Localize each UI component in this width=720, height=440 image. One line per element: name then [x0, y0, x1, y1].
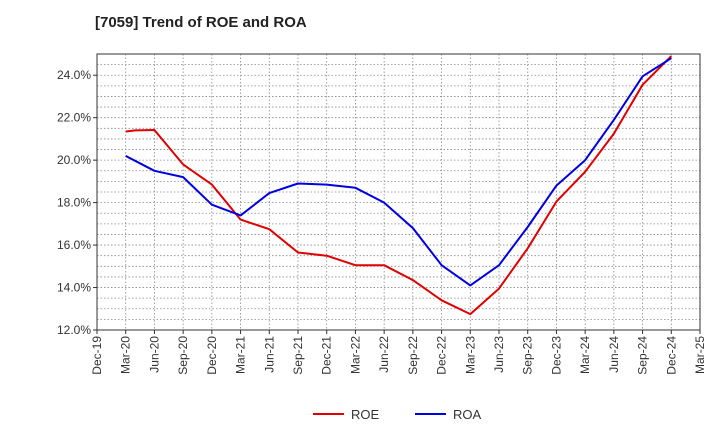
x-tick-label: Jun-20: [147, 336, 161, 373]
x-tick-label: Dec-21: [320, 336, 334, 375]
y-tick-label: 22.0%: [57, 111, 91, 125]
y-tick-label: 12.0%: [57, 323, 91, 337]
x-tick-label: Mar-25: [693, 336, 707, 374]
x-tick-label: Sep-23: [521, 336, 535, 375]
x-tick-label: Dec-24: [664, 336, 678, 375]
x-tick-label: Dec-19: [90, 336, 104, 375]
x-tick-label: Mar-23: [463, 336, 477, 374]
x-axis-tick-labels: Dec-19 Mar-20 Jun-20 Sep-20 Dec-20 Mar-21 Jun-…: [90, 336, 707, 375]
chart-title: [7059] Trend of ROE and ROA: [95, 14, 307, 31]
y-axis-tick-labels: 12.0% 14.0% 16.0% 18.0% 20.0% 22.0% 24.0%: [57, 68, 91, 337]
legend-label-roa: ROA: [453, 407, 482, 422]
y-tick-label: 18.0%: [57, 196, 91, 210]
legend-label-roe: ROE: [351, 407, 380, 422]
x-tick-label: Sep-24: [636, 336, 650, 375]
x-tick-label: Dec-22: [435, 336, 449, 375]
x-tick-label: Mar-22: [348, 336, 362, 374]
series-lines: [125, 55, 673, 316]
x-tick-label: Jun-22: [377, 336, 391, 373]
x-tick-label: Sep-22: [406, 336, 420, 375]
plot-frame: [93, 53, 701, 334]
x-tick-label: Jun-23: [492, 336, 506, 373]
y-tick-label: 14.0%: [57, 281, 91, 295]
legend: ROE ROA: [313, 407, 482, 422]
y-tick-label: 20.0%: [57, 153, 91, 167]
x-tick-label: Jun-21: [262, 336, 276, 373]
x-tick-label: Sep-21: [291, 336, 305, 375]
x-tick-label: Dec-23: [549, 336, 563, 375]
series-line-roa: [125, 57, 672, 287]
y-tick-label: 16.0%: [57, 238, 91, 252]
x-tick-label: Sep-20: [176, 336, 190, 375]
x-tick-label: Mar-21: [234, 336, 248, 374]
grid-lines: [97, 54, 700, 330]
x-tick-label: Mar-20: [119, 336, 133, 374]
plot-border: [96, 53, 701, 331]
y-tick-label: 24.0%: [57, 68, 91, 82]
x-tick-label: Dec-20: [205, 336, 219, 375]
x-tick-label: Jun-24: [607, 336, 621, 373]
x-tick-label: Mar-24: [578, 336, 592, 374]
series-line-roe: [125, 55, 673, 316]
